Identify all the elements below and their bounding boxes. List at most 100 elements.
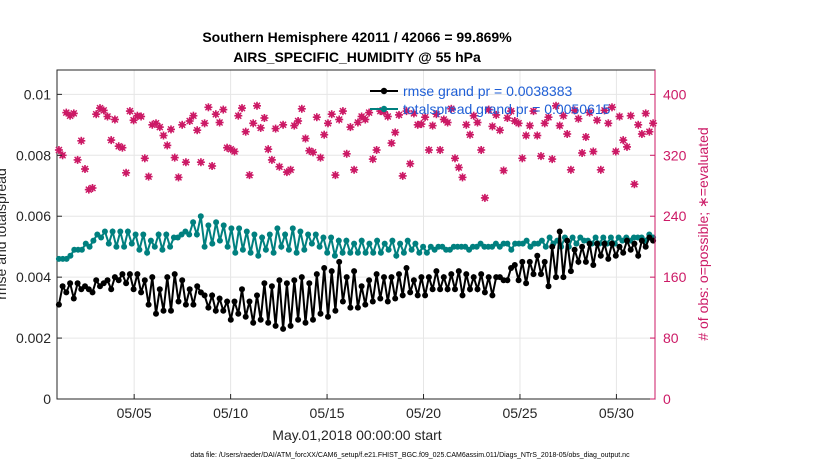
totalspread-point [343, 237, 350, 244]
rmse-point [407, 289, 414, 296]
obs-evaluated-point [137, 112, 146, 121]
rmse-point [67, 280, 74, 287]
legend: rmse grand pr = 0.0038383 totalspread gr… [370, 83, 611, 117]
rmse-point [388, 274, 395, 281]
totalspread-point [374, 237, 381, 244]
rmse-point [108, 286, 115, 293]
obs-evaluated-point [234, 111, 243, 120]
totalspread-point [98, 234, 105, 241]
left-y-tick-label: 0.006 [16, 208, 51, 224]
rmse-point [104, 277, 111, 284]
rmse-point [298, 274, 305, 281]
rmse-line [57, 231, 654, 329]
rmse-point [295, 316, 302, 323]
totalspread-point [117, 228, 124, 235]
rmse-point [119, 271, 126, 278]
obs-evaluated-point [309, 148, 317, 157]
obs-evaluated-point [585, 108, 594, 117]
totalspread-point [159, 246, 166, 253]
obs-evaluated-point [342, 149, 351, 158]
totalspread-point [186, 231, 193, 238]
rmse-point [74, 280, 81, 287]
rmse-point [549, 243, 556, 250]
legend-rmse-label: rmse grand pr = 0.0038383 [403, 83, 572, 99]
totalspread-point [282, 231, 289, 238]
rmse-point [354, 304, 361, 311]
totalspread-point [600, 234, 607, 241]
rmse-point [212, 307, 219, 314]
obs-evaluated-point [615, 112, 624, 121]
obs-evaluated-point [503, 114, 512, 122]
obs-evaluated-point [58, 151, 67, 160]
totalspread-point [213, 219, 220, 226]
totalspread-point [78, 246, 85, 253]
rmse-point [153, 310, 159, 317]
obs-evaluated-point [193, 126, 202, 135]
obs-evaluated-point [361, 115, 370, 124]
rmse-point [433, 268, 440, 275]
obs-evaluated-point [249, 119, 258, 128]
totalspread-point [370, 249, 377, 256]
rmse-point [425, 274, 432, 281]
rmse-point [541, 258, 548, 265]
obs-evaluated-point [406, 159, 415, 168]
rmse-point [392, 295, 399, 302]
obs-evaluated-point [619, 136, 628, 145]
obs-evaluated-point [167, 125, 175, 134]
obs-evaluated-point [73, 155, 82, 164]
totalspread-point [377, 249, 384, 256]
rmse-point [579, 243, 586, 250]
left-y-tick-label: 0 [43, 391, 51, 407]
rmse-point [310, 316, 316, 323]
rmse-point [265, 319, 272, 326]
obs-evaluated-point [92, 110, 101, 119]
totalspread-point [247, 249, 254, 256]
x-tick-label: 05/15 [310, 405, 345, 421]
obs-evaluated-point [365, 108, 374, 117]
obs-evaluated-point [477, 146, 486, 154]
obs-evaluated-point [447, 104, 456, 113]
rmse-point [347, 304, 354, 311]
obs-evaluated-point [275, 162, 284, 171]
obs-evaluated-point [312, 113, 321, 122]
rmse-point [332, 307, 339, 314]
rmse-point [470, 274, 477, 281]
totalspread-point [289, 225, 296, 232]
obs-evaluated-point [623, 142, 631, 151]
rmse-point [220, 307, 227, 314]
rmse-point [366, 277, 373, 284]
legend-spread-marker [380, 105, 388, 113]
obs-evaluated-point [593, 116, 602, 125]
rmse-point [149, 274, 156, 281]
totalspread-point [308, 240, 315, 247]
rmse-point [89, 289, 96, 296]
right-y-tick-label: 80 [663, 330, 679, 346]
obs-evaluated-point [219, 105, 228, 114]
rmse-point [126, 271, 133, 278]
totalspread-point [569, 234, 576, 241]
totalspread-point [293, 249, 300, 256]
rmse-point [123, 280, 130, 287]
obs-evaluated-point [125, 107, 134, 116]
rmse-point [631, 240, 638, 247]
obs-evaluated-point [428, 121, 437, 130]
rmse-point [605, 255, 612, 262]
rmse-point [571, 246, 578, 253]
rmse-point [478, 271, 485, 278]
totalspread-point [412, 240, 419, 247]
rmse-point [638, 237, 645, 244]
obs-evaluated-point [189, 111, 198, 120]
totalspread-point [128, 240, 135, 247]
obs-evaluated-point [264, 145, 273, 154]
obs-evaluated-point [522, 131, 531, 140]
totalspread-point [278, 243, 285, 250]
rmse-point [519, 258, 526, 265]
totalspread-point [236, 225, 243, 232]
totalspread-point [239, 246, 246, 253]
right-y-tick-label: 240 [663, 208, 687, 224]
x-tick-label: 05/20 [406, 405, 441, 421]
obs-evaluated-point [626, 111, 635, 120]
x-tick-label: 05/25 [502, 405, 537, 421]
obs-evaluated-point [88, 184, 97, 192]
left-y-tick-label: 0.008 [16, 147, 51, 163]
